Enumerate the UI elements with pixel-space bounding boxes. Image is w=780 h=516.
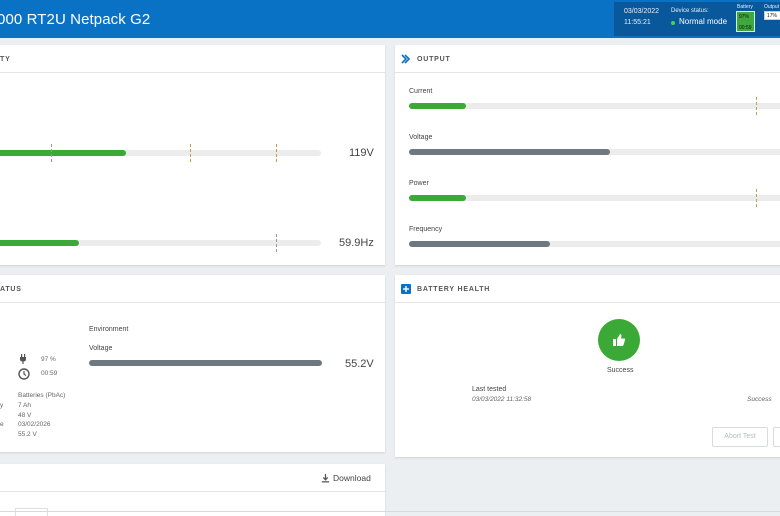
- battery-capacity: 7 Ah: [18, 402, 32, 409]
- plug-icon: [20, 354, 26, 364]
- battery-health-title: BATTERY HEALTH: [417, 286, 491, 293]
- thumbs-up-icon: [613, 334, 626, 346]
- header-date: 03/03/2022: [624, 8, 660, 15]
- output-power-marker: [756, 189, 757, 207]
- download-label: Download: [333, 473, 371, 483]
- output-label: Output: [764, 4, 780, 10]
- battery-replace-date: 03/02/2026: [18, 421, 51, 428]
- device-status-label: Device status:: [671, 8, 709, 14]
- battery-pct: 97%: [739, 14, 750, 20]
- input-voltage-marker: [51, 144, 52, 162]
- output-power-bar: [409, 189, 780, 207]
- output-frequency-label: Frequency: [409, 226, 443, 233]
- last-test-result: Success: [747, 396, 772, 403]
- battery-status-title: ATUS: [0, 286, 22, 293]
- device-title: 000 RT2U Netpack G2: [0, 11, 151, 28]
- input-frequency-value: 59.9Hz: [339, 237, 374, 249]
- output-frequency-bar: [409, 241, 780, 247]
- output-panel-title: OUTPUT: [417, 56, 451, 63]
- output-power-label: Power: [409, 180, 429, 187]
- output-indicator[interactable]: 17%: [764, 11, 780, 20]
- output-voltage-label: Voltage: [409, 134, 433, 141]
- clock-icon: [18, 368, 30, 380]
- input-frequency-fill: [0, 240, 80, 246]
- output-voltage-fill: [409, 149, 611, 155]
- env-voltage-bar: [89, 360, 322, 366]
- input-voltage-value: 119V: [349, 147, 374, 159]
- page-footer-line: [0, 511, 780, 512]
- environment-label: Environment: [89, 326, 129, 333]
- output-current-bar: [409, 97, 780, 115]
- device-status-box: 03/03/2022 11:55:21 Device status: Norma…: [614, 2, 780, 36]
- battery-measured-voltage: 55.2 V: [18, 431, 37, 438]
- output-power-fill: [409, 195, 466, 201]
- input-panel: TY 119V 59.9Hz: [0, 45, 385, 265]
- output-panel: OUTPUT Current Voltage Power Frequency: [395, 45, 780, 265]
- plus-icon: [401, 284, 411, 294]
- battery-runtime: 00:59: [41, 370, 58, 377]
- battery-row-label: y: [0, 402, 4, 409]
- start-test-button[interactable]: [773, 427, 780, 447]
- battery-status-panel: ATUS 97 % 00:59 y e Batteries (PbAc) 7 A…: [0, 275, 385, 452]
- abort-test-button[interactable]: Abort Test: [712, 427, 768, 447]
- input-frequency-marker: [276, 234, 277, 252]
- output-icon: [401, 54, 411, 64]
- input-frequency-bar: [0, 234, 321, 252]
- input-voltage-marker: [276, 144, 277, 162]
- app-header: 000 RT2U Netpack G2 03/03/2022 11:55:21 …: [0, 0, 780, 38]
- status-dot-icon: [671, 21, 675, 25]
- battery-time: 00:59: [739, 25, 752, 31]
- output-pct: 17%: [767, 13, 778, 19]
- input-panel-title: TY: [0, 56, 11, 63]
- output-current-fill: [409, 103, 466, 109]
- input-voltage-bar: [0, 144, 321, 162]
- env-voltage-value: 55.2V: [345, 358, 374, 370]
- env-voltage-fill: [89, 360, 322, 366]
- events-tab[interactable]: [15, 508, 48, 516]
- download-icon: [321, 474, 330, 483]
- header-time: 11:55:21: [624, 19, 651, 26]
- battery-label: Battery: [737, 4, 753, 10]
- output-frequency-fill: [409, 241, 550, 247]
- battery-charge: 97 %: [41, 356, 56, 363]
- battery-nominal-voltage: 48 V: [18, 412, 32, 419]
- output-current-label: Current: [409, 88, 433, 95]
- battery-health-panel: BATTERY HEALTH Success Last tested 03/03…: [395, 275, 780, 457]
- last-tested-value: 03/03/2022 11:32:58: [472, 396, 532, 403]
- events-panel: Download: [0, 464, 385, 516]
- input-voltage-marker: [190, 144, 191, 162]
- output-voltage-bar: [409, 149, 780, 155]
- battery-row-label: e: [0, 421, 4, 428]
- output-current-marker: [756, 97, 757, 115]
- env-voltage-label: Voltage: [89, 345, 113, 352]
- battery-indicator[interactable]: 97% 00:59: [736, 11, 755, 32]
- last-tested-label: Last tested: [472, 386, 507, 393]
- device-status-value: Normal mode: [679, 17, 728, 26]
- health-result: Success: [607, 367, 634, 374]
- input-voltage-fill: [0, 150, 126, 156]
- battery-type: Batteries (PbAc): [18, 392, 66, 399]
- success-badge: [598, 319, 640, 361]
